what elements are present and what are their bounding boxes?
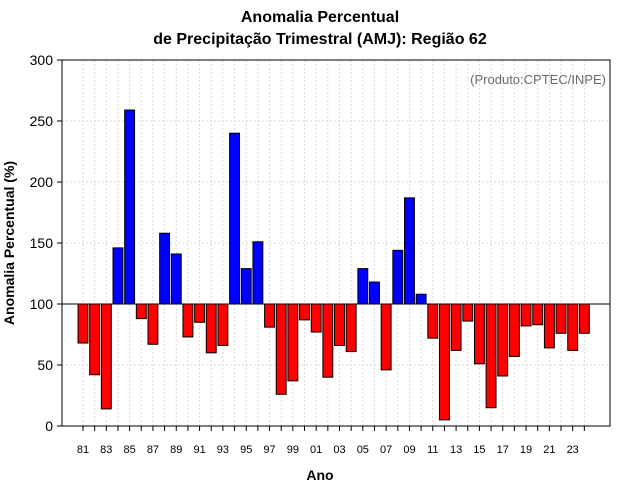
bar-22 xyxy=(555,303,567,334)
x-tick-label: 85 xyxy=(124,444,136,456)
bar-10 xyxy=(415,293,427,305)
y-tick-label: 50 xyxy=(37,357,53,373)
bar-12 xyxy=(438,303,450,421)
bar-82 xyxy=(89,303,101,376)
x-tick-label: 03 xyxy=(333,444,345,456)
bar-03 xyxy=(334,303,345,346)
x-tick-label: 11 xyxy=(427,444,438,456)
x-tick-label: 87 xyxy=(147,444,159,456)
bar-24 xyxy=(578,303,590,334)
x-tick-label: 99 xyxy=(287,444,299,456)
bar-17 xyxy=(497,303,509,377)
bar-85 xyxy=(124,109,136,305)
bar-16 xyxy=(485,303,497,409)
bar-89 xyxy=(170,253,182,305)
x-tick-label: 81 xyxy=(77,444,89,456)
x-tick-label: 89 xyxy=(170,444,182,456)
x-tick-label: 17 xyxy=(497,444,509,456)
y-tick-label: 300 xyxy=(30,52,54,68)
x-tick-label: 07 xyxy=(380,444,392,456)
bar-01 xyxy=(310,303,322,333)
bar-13 xyxy=(450,303,462,351)
bar-81 xyxy=(77,303,89,344)
chart-title-line-2: de Precipitação Trimestral (AMJ): Região… xyxy=(153,31,487,48)
bar-87 xyxy=(147,303,159,345)
x-tick-label: 05 xyxy=(357,444,369,456)
bar-97 xyxy=(264,303,275,328)
x-tick-label: 21 xyxy=(543,444,555,456)
x-tick-label: 95 xyxy=(240,444,252,456)
bar-96 xyxy=(252,241,264,305)
x-tick-label: 23 xyxy=(567,444,579,456)
y-axis-label: Anomalia Percentual (%) xyxy=(1,160,17,326)
x-tick-label: 83 xyxy=(100,444,112,456)
y-tick-label: 150 xyxy=(30,235,54,251)
y-tick-label: 250 xyxy=(30,113,54,129)
y-tick-label: 0 xyxy=(45,418,53,434)
bar-05 xyxy=(357,268,369,305)
x-tick-label: 01 xyxy=(310,444,322,456)
bar-11 xyxy=(427,303,439,339)
y-tick-label: 100 xyxy=(30,296,54,312)
bar-84 xyxy=(112,247,124,305)
bar-07 xyxy=(380,303,392,371)
bar-99 xyxy=(287,303,299,382)
x-axis-label: Ano xyxy=(306,467,334,483)
bar-21 xyxy=(543,303,555,349)
bar-92 xyxy=(205,303,217,354)
bar-95 xyxy=(240,268,252,305)
bar-23 xyxy=(567,303,579,351)
bar-04 xyxy=(345,303,357,353)
x-tick-label: 19 xyxy=(520,444,532,456)
bar-15 xyxy=(473,303,485,365)
bar-88 xyxy=(159,232,171,305)
x-tick-label: 91 xyxy=(193,444,205,456)
bar-19 xyxy=(520,303,532,327)
chart-credit: (Produto:CPTEC/INPE) xyxy=(470,72,606,87)
bar-06 xyxy=(369,281,380,305)
bar-08 xyxy=(392,249,404,305)
bar-83 xyxy=(100,303,112,410)
y-tick-label: 200 xyxy=(30,174,54,190)
bar-91 xyxy=(194,303,206,323)
bar-18 xyxy=(508,303,520,357)
bar-93 xyxy=(217,303,229,346)
bar-00 xyxy=(299,303,310,321)
bar-02 xyxy=(322,303,334,378)
x-tick-label: 15 xyxy=(473,444,485,456)
bar-94 xyxy=(229,132,241,305)
chart-title-line-1: Anomalia Percentual xyxy=(240,9,400,26)
x-tick-label: 09 xyxy=(403,444,415,456)
bar-86 xyxy=(135,303,147,320)
bar-20 xyxy=(532,303,544,326)
bar-90 xyxy=(182,303,194,338)
bar-09 xyxy=(404,197,415,305)
bar-14 xyxy=(462,303,474,322)
x-tick-label: 13 xyxy=(450,444,462,456)
bar-98 xyxy=(275,303,287,395)
x-tick-label: 97 xyxy=(263,444,275,456)
x-tick-label: 93 xyxy=(217,444,229,456)
